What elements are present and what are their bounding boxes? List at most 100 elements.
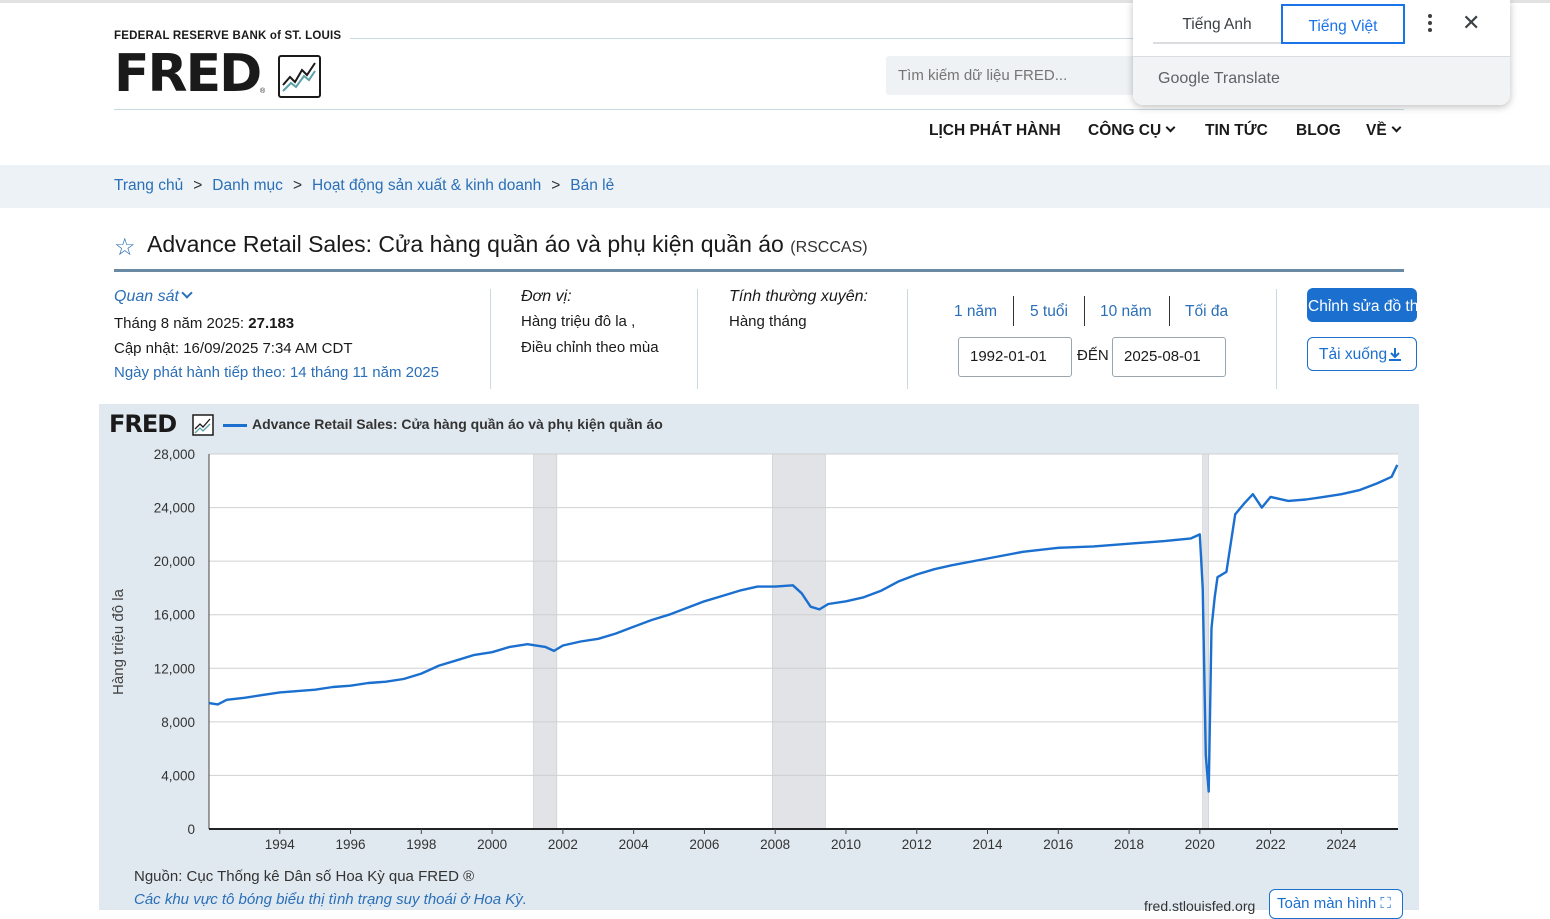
end-date-input[interactable]: 2025-08-01 xyxy=(1112,337,1226,377)
info-divider xyxy=(907,289,908,389)
fullscreen-button[interactable]: Toàn màn hình ⛶ xyxy=(1269,889,1403,919)
breadcrumb-bar: Trang chủ > Danh mục > Hoạt động sản xuất & … xyxy=(0,165,1550,208)
chevron-down-icon xyxy=(181,287,193,299)
y-tick-label: 8,000 xyxy=(161,715,195,730)
chevron-down-icon xyxy=(1391,122,1402,133)
nav-label: BLOG xyxy=(1296,122,1341,139)
breadcrumb-separator: > xyxy=(551,177,561,194)
y-tick-label: 0 xyxy=(187,822,195,837)
y-tick-label: 4,000 xyxy=(161,768,195,783)
nav-label: VỀ xyxy=(1366,122,1387,139)
observations-dropdown[interactable]: Quan sát xyxy=(114,287,193,306)
y-tick-label: 28,000 xyxy=(154,447,195,462)
breadcrumb-separator: > xyxy=(193,177,203,194)
y-axis-label: Hàng triệu đô la xyxy=(110,588,127,695)
google-translate-brand: Google Translate xyxy=(1158,70,1280,88)
nav-label: TIN TỨC xyxy=(1205,122,1268,139)
series-title: Advance Retail Sales: Cửa hàng quần áo v… xyxy=(147,231,784,257)
info-divider xyxy=(490,289,491,389)
nav-about[interactable]: VỀ xyxy=(1366,122,1402,140)
browser-top-line xyxy=(0,0,1550,3)
range-separator xyxy=(1084,296,1085,326)
to-label: ĐẾN xyxy=(1077,347,1109,364)
fullscreen-label: Toàn màn hình xyxy=(1277,895,1377,912)
breadcrumb-home[interactable]: Trang chủ xyxy=(114,177,184,194)
breadcrumb-retail[interactable]: Bán lẻ xyxy=(570,177,615,194)
page-title: Advance Retail Sales: Cửa hàng quần áo v… xyxy=(147,231,868,258)
updated-text: Cập nhật: 16/09/2025 7:34 AM CDT xyxy=(114,340,353,357)
breadcrumb-categories[interactable]: Danh mục xyxy=(212,177,283,194)
nav-release-calendar[interactable]: LỊCH PHÁT HÀNH xyxy=(929,122,1061,140)
x-tick-label: 2002 xyxy=(548,837,578,852)
fred-logo[interactable]: FEDERAL RESERVE BANK of ST. LOUIS FRED ® xyxy=(114,30,342,100)
close-icon[interactable]: ✕ xyxy=(1462,10,1481,35)
nav-tools[interactable]: CÔNG CỤ xyxy=(1088,122,1176,140)
next-release-link[interactable]: Ngày phát hành tiếp theo: 14 tháng 11 nă… xyxy=(114,364,439,381)
breadcrumb-production-business[interactable]: Hoạt động sản xuất & kinh doanh xyxy=(312,177,542,194)
legend-label: Advance Retail Sales: Cửa hàng quần áo v… xyxy=(252,416,663,432)
range-max[interactable]: Tối đa xyxy=(1185,303,1229,320)
y-tick-label: 24,000 xyxy=(154,501,195,516)
chart-logo-graph-icon xyxy=(192,414,214,436)
x-tick-label: 2016 xyxy=(1043,837,1073,852)
start-date-input[interactable]: 1992-01-01 xyxy=(958,337,1072,377)
x-tick-label: 2018 xyxy=(1114,837,1144,852)
title-divider xyxy=(114,269,1404,272)
bank-name: FEDERAL RESERVE BANK of ST. LOUIS xyxy=(114,30,342,42)
range-5-years[interactable]: 5 tuổi xyxy=(1030,303,1068,320)
nav-label: LỊCH PHÁT HÀNH xyxy=(929,122,1061,139)
x-tick-label: 2008 xyxy=(760,837,790,852)
fred-wordmark: FRED xyxy=(114,44,262,104)
y-tick-label: 20,000 xyxy=(154,554,195,569)
x-tick-label: 2024 xyxy=(1326,837,1357,852)
translate-footer: Google Translate xyxy=(1133,56,1510,105)
x-tick-label: 2006 xyxy=(689,837,719,852)
download-label: Tải xuống xyxy=(1319,346,1388,363)
nav-news[interactable]: TIN TỨC xyxy=(1205,122,1268,140)
breadcrumb-separator: > xyxy=(292,177,302,194)
nav-blog[interactable]: BLOG xyxy=(1296,122,1341,140)
legend-swatch xyxy=(223,424,247,427)
chart-fred-logo: FRED xyxy=(109,410,177,438)
fullscreen-icon: ⛶ xyxy=(1380,895,1391,912)
y-tick-label: 16,000 xyxy=(154,608,195,623)
breadcrumb: Trang chủ > Danh mục > Hoạt động sản xuất & … xyxy=(114,177,614,195)
more-options-icon[interactable] xyxy=(1423,14,1437,34)
observations-label: Quan sát xyxy=(114,288,179,305)
range-1-year[interactable]: 1 năm xyxy=(954,303,998,320)
chevron-down-icon xyxy=(1165,122,1176,133)
search-input[interactable] xyxy=(886,56,1136,95)
download-icon xyxy=(1389,348,1402,361)
units-line-2: Điều chỉnh theo mùa xyxy=(521,339,659,356)
source-text: Nguồn: Cục Thống kê Dân số Hoa Kỳ qua FR… xyxy=(134,868,475,885)
x-tick-label: 1994 xyxy=(265,837,296,852)
observation-date: Tháng 8 năm 2025: xyxy=(114,315,249,332)
tab-vietnamese[interactable]: Tiếng Việt xyxy=(1281,4,1405,44)
info-divider xyxy=(697,289,698,389)
recession-shade xyxy=(772,453,826,830)
recession-shade xyxy=(533,453,558,830)
x-tick-label: 2004 xyxy=(619,837,650,852)
translate-popup: Tiếng Anh Tiếng Việt ✕ Google Translate xyxy=(1133,0,1510,105)
fred-graph-icon xyxy=(278,55,321,98)
units-label: Đơn vị: xyxy=(521,288,572,305)
line-chart[interactable]: 0 4,000 8,000 12,000 16,000 20,000 24,000 28,00… xyxy=(99,404,1419,910)
x-tick-label: 2012 xyxy=(902,837,932,852)
tab-english[interactable]: Tiếng Anh xyxy=(1153,4,1281,44)
registered-mark: ® xyxy=(260,88,266,95)
x-tick-label: 2000 xyxy=(477,837,507,852)
download-button[interactable]: Tải xuống xyxy=(1307,337,1417,371)
brand-google: Google xyxy=(1158,70,1210,87)
y-tick-label: 12,000 xyxy=(154,661,195,676)
x-tick-label: 1996 xyxy=(336,837,366,852)
edit-graph-button[interactable]: Chỉnh sửa đồ thị xyxy=(1307,288,1439,322)
x-tick-label: 2020 xyxy=(1185,837,1215,852)
range-10-years[interactable]: 10 năm xyxy=(1100,303,1152,320)
frequency-label: Tính thường xuyên: xyxy=(729,288,868,305)
fred-url: fred.stlouisfed.org xyxy=(1144,898,1256,914)
series-line xyxy=(208,464,1399,793)
info-divider xyxy=(1276,289,1277,389)
star-icon[interactable]: ☆ xyxy=(114,234,136,261)
series-code: (RSCCAS) xyxy=(790,239,868,256)
x-tick-label: 2022 xyxy=(1256,837,1286,852)
